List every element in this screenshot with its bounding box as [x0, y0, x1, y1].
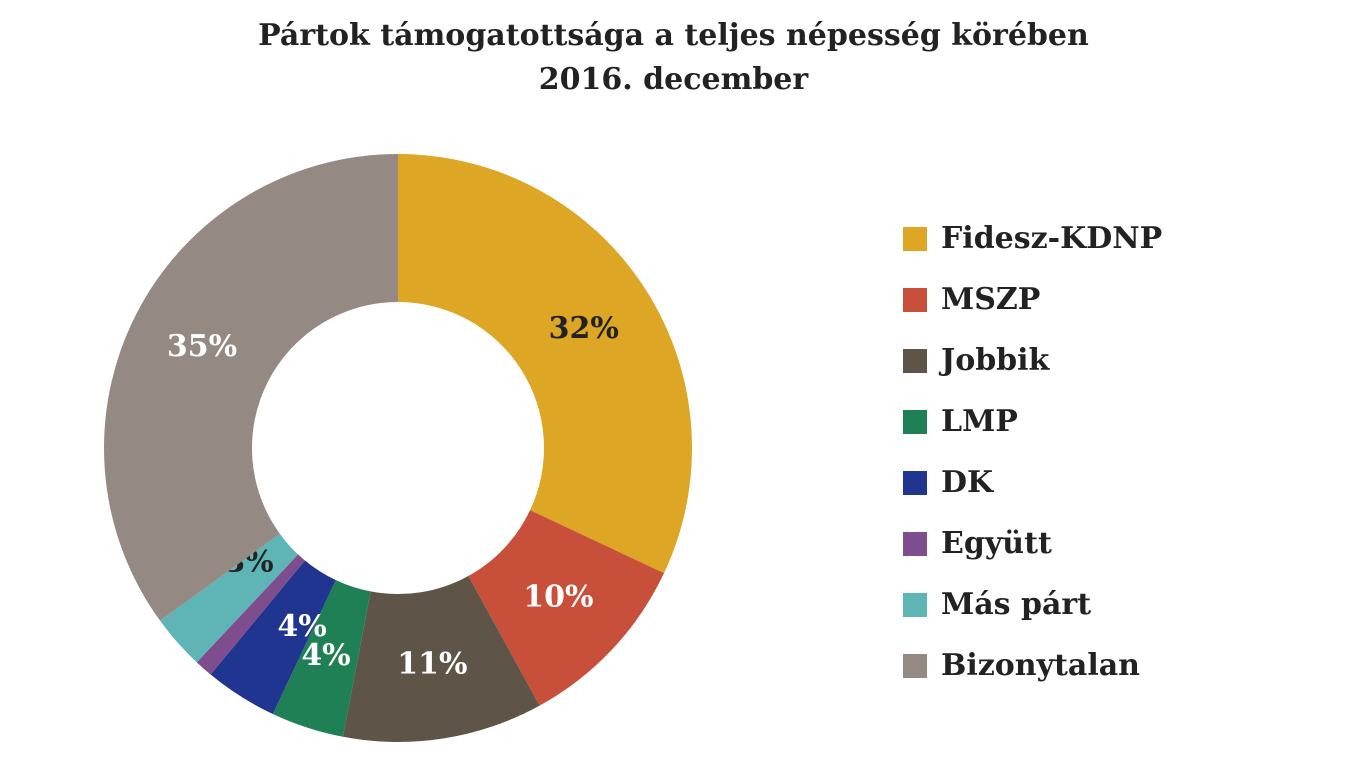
legend-swatch: [903, 531, 927, 556]
legend-item: LMP: [903, 391, 1162, 452]
legend-label: Más párt: [941, 587, 1092, 622]
legend-swatch: [903, 409, 927, 434]
slice-egy-tt: [196, 554, 305, 675]
legend-item: DK: [903, 452, 1162, 513]
legend-item: Más párt: [903, 574, 1162, 635]
legend: Fidesz-KDNP MSZP Jobbik LMP DK Együtt Más párt…: [903, 208, 1162, 696]
legend-swatch: [903, 226, 927, 251]
legend-swatch: [903, 348, 927, 373]
legend-swatch: [903, 287, 927, 312]
slice-m-s-p-rt: [160, 533, 299, 663]
slice-jobbik: [342, 575, 540, 742]
data-label-bizonytalan: 35%: [167, 329, 237, 364]
slice-bizonytalan: [103, 153, 399, 621]
legend-swatch: [903, 653, 927, 678]
legend-item: Fidesz-KDNP: [903, 208, 1162, 269]
slice-dk: [210, 560, 336, 715]
chart-title: Pártok támogatottsága a teljes népesség …: [258, 18, 1089, 53]
data-label-jobbik: 11%: [397, 646, 467, 681]
chart-title-block: Pártok támogatottsága a teljes népesség …: [0, 14, 1347, 102]
data-label-dk: 4%: [277, 609, 326, 644]
slice-fidesz-kdnp: [398, 154, 692, 574]
legend-label: Jobbik: [941, 343, 1050, 378]
legend-label: Együtt: [941, 526, 1052, 561]
chart-subtitle: 2016. december: [538, 62, 809, 97]
legend-label: Fidesz-KDNP: [941, 221, 1163, 256]
slice-mszp: [468, 510, 665, 706]
slice-lmp: [272, 580, 371, 737]
data-label-fidesz-kdnp: 32%: [549, 311, 619, 346]
legend-label: LMP: [941, 404, 1018, 439]
legend-item: Bizonytalan: [903, 635, 1162, 696]
legend-label: MSZP: [941, 282, 1041, 317]
legend-item: MSZP: [903, 269, 1162, 330]
data-label-lmp: 4%: [301, 638, 350, 673]
legend-label: Bizonytalan: [941, 648, 1140, 683]
legend-item: Jobbik: [903, 330, 1162, 391]
legend-swatch: [903, 470, 927, 495]
legend-item: Együtt: [903, 513, 1162, 574]
data-label-mszp: 10%: [523, 580, 593, 615]
legend-label: DK: [941, 465, 994, 500]
legend-swatch: [903, 592, 927, 617]
